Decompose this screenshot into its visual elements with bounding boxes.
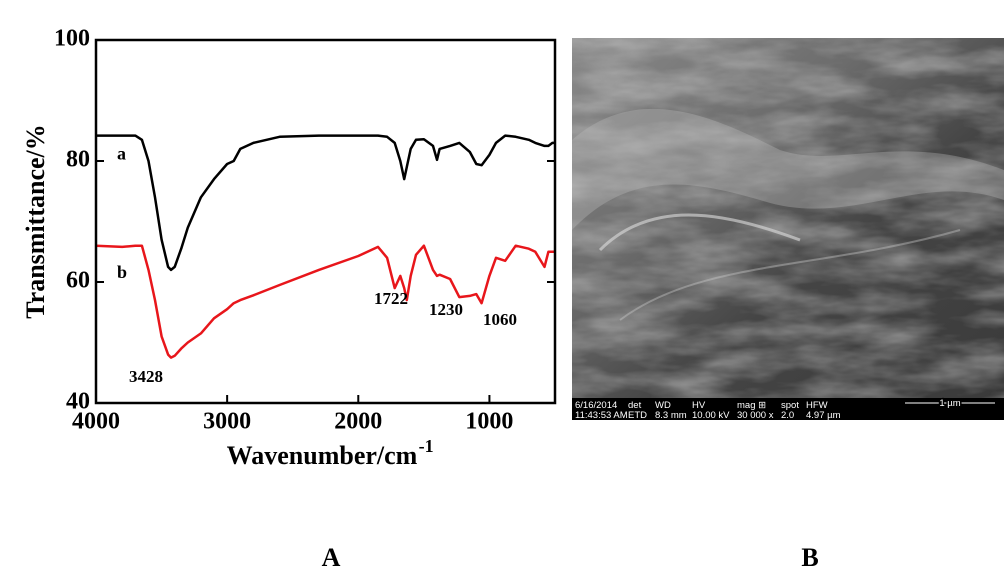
series-line <box>96 246 555 358</box>
peak-label: 1230 <box>429 300 463 319</box>
info-text: 4.97 µm <box>806 410 841 421</box>
y-axis-label: Transmittance/% <box>21 124 50 319</box>
info-text: 10.00 kV <box>692 410 730 421</box>
peak-label: 1060 <box>483 310 517 329</box>
info-text: 2.0 <box>781 410 794 421</box>
series-label: a <box>117 144 126 164</box>
peak-label: 1722 <box>374 289 408 308</box>
panel-label: B <box>801 543 818 571</box>
scale-bar-label: 1 µm <box>939 398 960 409</box>
y-tick-label: 80 <box>66 147 90 173</box>
y-tick-label: 100 <box>54 26 90 52</box>
x-axis-label: Wavenumber/cm <box>227 441 418 470</box>
figure: 1 µm A B 6/16/201411:43:53 AMdetETDWD8.3… <box>0 0 1004 571</box>
sem-image: 1 µm <box>572 38 1004 420</box>
peak-label: 3428 <box>129 367 163 386</box>
info-text: 11:43:53 AM <box>575 410 628 421</box>
y-tick-label: 60 <box>66 268 90 294</box>
x-tick-label: 2000 <box>334 409 382 435</box>
x-tick-label: 3000 <box>203 409 251 435</box>
x-tick-label: 4000 <box>72 409 120 435</box>
x-tick-label: 1000 <box>465 409 513 435</box>
panel-label: A <box>322 543 341 571</box>
series-label: b <box>117 262 127 282</box>
info-text: 30 000 x <box>737 410 774 421</box>
info-text: 8.3 mm <box>655 410 687 421</box>
series-line <box>96 136 555 270</box>
x-axis-label-superscript: -1 <box>419 436 434 456</box>
info-text: ETD <box>628 410 647 421</box>
